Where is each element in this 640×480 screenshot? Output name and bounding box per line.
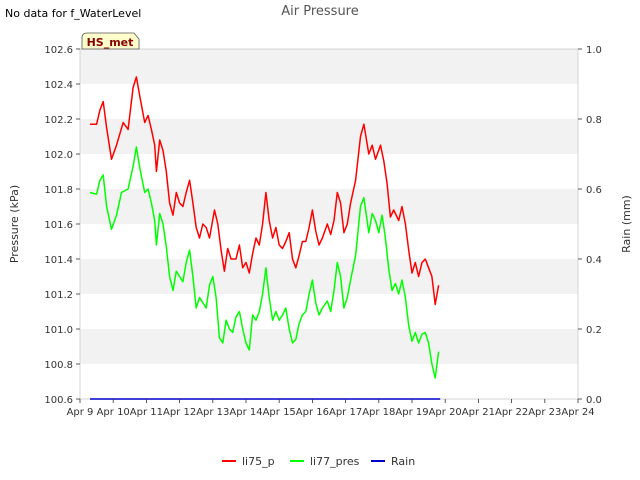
- y-tick-label: 101.4: [44, 255, 73, 266]
- grid-band: [80, 154, 578, 189]
- y-tick-label: 101.0: [44, 325, 73, 336]
- y-tick-label: 102.6: [44, 45, 73, 56]
- chart-title: Air Pressure: [281, 4, 359, 19]
- grid-band: [80, 259, 578, 294]
- x-tick-label: Apr 9: [67, 407, 94, 418]
- grid-band: [80, 364, 578, 399]
- y-tick-label: 102.2: [44, 115, 73, 126]
- station-badge-box: [81, 32, 140, 50]
- legend: li75_p li77_pres Rain: [222, 455, 415, 468]
- x-tick-label: Apr 18: [362, 407, 395, 418]
- y2-tick-label: 0.6: [586, 185, 602, 196]
- x-tick-label: Apr 15: [263, 407, 296, 418]
- series-layer: [89, 76, 441, 400]
- x-tick-label: Apr 24: [561, 407, 594, 418]
- grid-bands: [80, 49, 578, 399]
- y-tick-label: 102.4: [44, 80, 73, 91]
- no-data-notice: No data for f_WaterLevel: [5, 7, 142, 20]
- y-axis-left: 100.6 100.8 101.0 101.2 101.4 101.6 101.8 102.0…: [44, 45, 80, 406]
- x-tick-label: Apr 19: [395, 407, 428, 418]
- grid-band: [80, 329, 578, 364]
- y2-tick-label: 0.2: [586, 325, 602, 336]
- x-tick-label: Apr 20: [429, 407, 462, 418]
- x-tick-label: Apr 11: [130, 407, 163, 418]
- x-tick-label: Apr 12: [163, 407, 196, 418]
- y-tick-label: 101.2: [44, 290, 73, 301]
- x-axis: Apr 9 Apr 10 Apr 11 Apr 12 Apr 13 Apr 14 Apr 1…: [67, 399, 595, 418]
- legend-label: Rain: [391, 455, 415, 468]
- station-badge-label: HS_met: [87, 36, 134, 49]
- x-tick-label: Apr 22: [495, 407, 528, 418]
- grid-band: [80, 294, 578, 329]
- y-tick-label: 100.6: [44, 395, 73, 406]
- x-tick-label: Apr 14: [229, 407, 262, 418]
- y-tick-label: 101.8: [44, 185, 73, 196]
- series-line-li77-pres: [89, 146, 440, 379]
- legend-label: li75_p: [242, 455, 275, 468]
- y-axis-right: 0.0 0.2 0.4 0.6 0.8 1.0: [578, 45, 602, 406]
- y2-tick-label: 0.4: [586, 255, 602, 266]
- grid-band: [80, 84, 578, 119]
- y2-tick-label: 0.8: [586, 115, 602, 126]
- station-badge: HS_met: [81, 32, 140, 50]
- y-axis-label: Pressure (kPa): [8, 185, 21, 263]
- grid-band: [80, 189, 578, 224]
- y2-tick-label: 1.0: [586, 45, 602, 56]
- x-tick-label: Apr 23: [528, 407, 561, 418]
- x-tick-label: Apr 10: [97, 407, 130, 418]
- series-line-li75-p: [90, 76, 440, 306]
- y-tick-label: 102.0: [44, 150, 73, 161]
- y-tick-label: 101.6: [44, 220, 73, 231]
- x-tick-label: Apr 16: [296, 407, 329, 418]
- y-tick-label: 100.8: [44, 360, 73, 371]
- y2-tick-label: 0.0: [586, 395, 602, 406]
- grid-band: [80, 49, 578, 84]
- x-tick-label: Apr 21: [462, 407, 495, 418]
- y2-axis-label: Rain (mm): [620, 195, 633, 253]
- legend-label: li77_pres: [310, 455, 360, 468]
- x-tick-label: Apr 17: [329, 407, 362, 418]
- x-tick-label: Apr 13: [196, 407, 229, 418]
